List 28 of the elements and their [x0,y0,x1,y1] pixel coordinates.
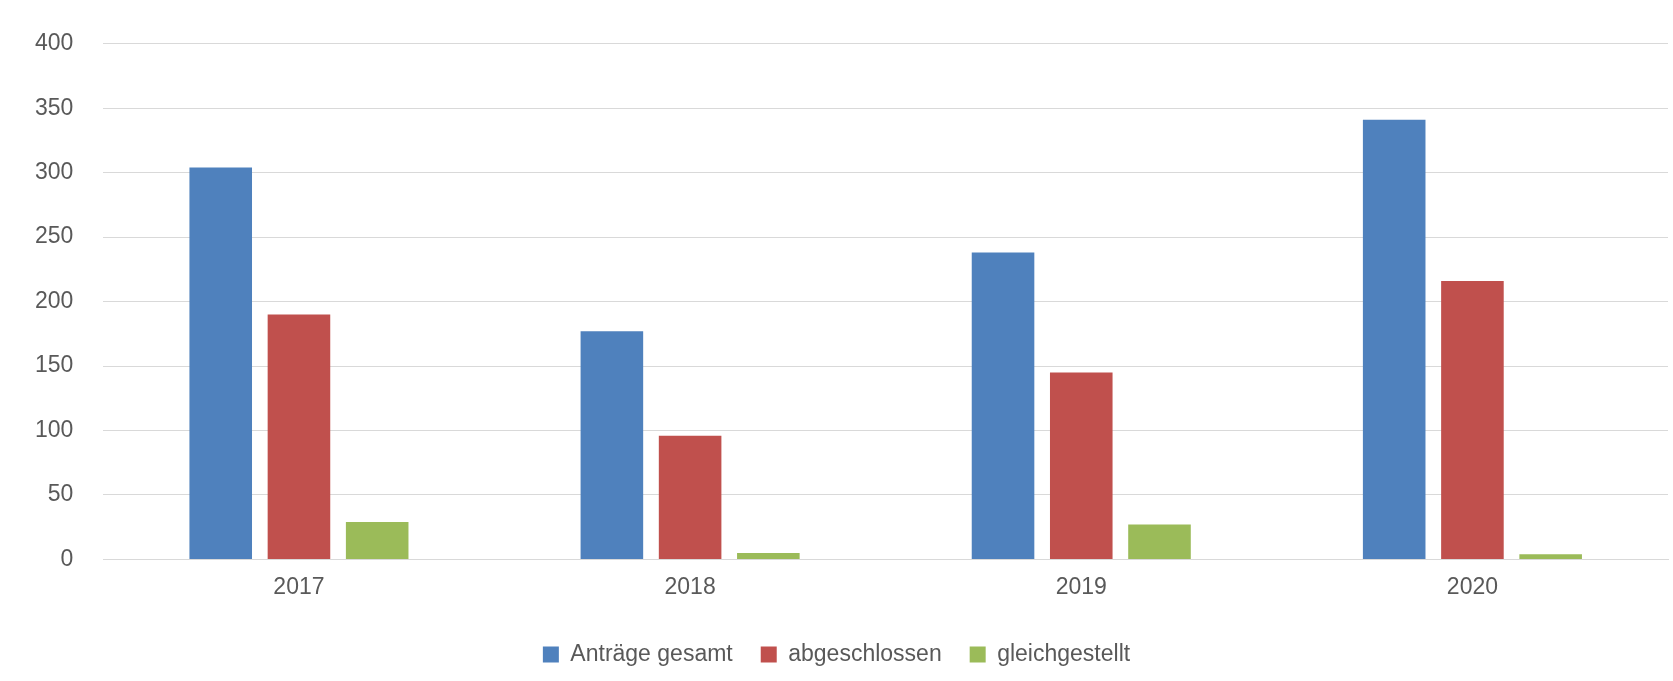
y-tick-label: 200 [35,286,74,313]
y-tick-label: 100 [35,415,74,442]
y-tick-label: 300 [35,158,74,185]
y-tick-label: 350 [35,93,74,120]
x-tick-label: 2018 [664,572,716,599]
bar [189,167,253,559]
bar [1128,524,1191,559]
bar [267,314,331,559]
legend-label: abgeschlossen [788,639,942,666]
bar [1441,280,1504,559]
x-tick-label: 2019 [1055,572,1107,599]
y-tick-label: 400 [35,29,74,56]
bar [580,331,644,559]
bar [1362,119,1426,559]
legend-label: gleichgestellt [997,639,1131,666]
legend-label: Anträge gesamt [570,639,734,666]
bar [1049,372,1113,559]
y-tick-label: 150 [35,351,74,378]
x-tick-label: 2017 [273,572,325,599]
y-tick-label: 250 [35,222,74,249]
y-tick-label: 0 [60,544,74,571]
y-tick-label: 50 [47,480,74,507]
bar [1519,554,1582,559]
x-tick-label: 2020 [1446,572,1499,599]
bar [345,522,409,559]
bar [971,252,1035,559]
bar [737,552,800,559]
bar [658,435,722,559]
